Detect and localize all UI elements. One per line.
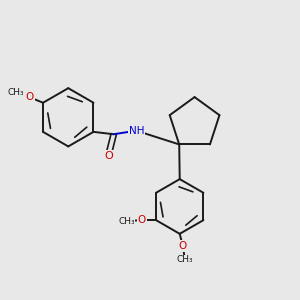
Text: O: O: [138, 215, 146, 225]
Text: O: O: [104, 151, 113, 160]
Text: O: O: [178, 241, 187, 251]
Text: NH: NH: [128, 126, 144, 136]
Text: CH₃: CH₃: [177, 256, 194, 265]
Text: CH₃: CH₃: [8, 88, 24, 97]
Text: O: O: [26, 92, 34, 102]
Text: CH₃: CH₃: [118, 217, 135, 226]
